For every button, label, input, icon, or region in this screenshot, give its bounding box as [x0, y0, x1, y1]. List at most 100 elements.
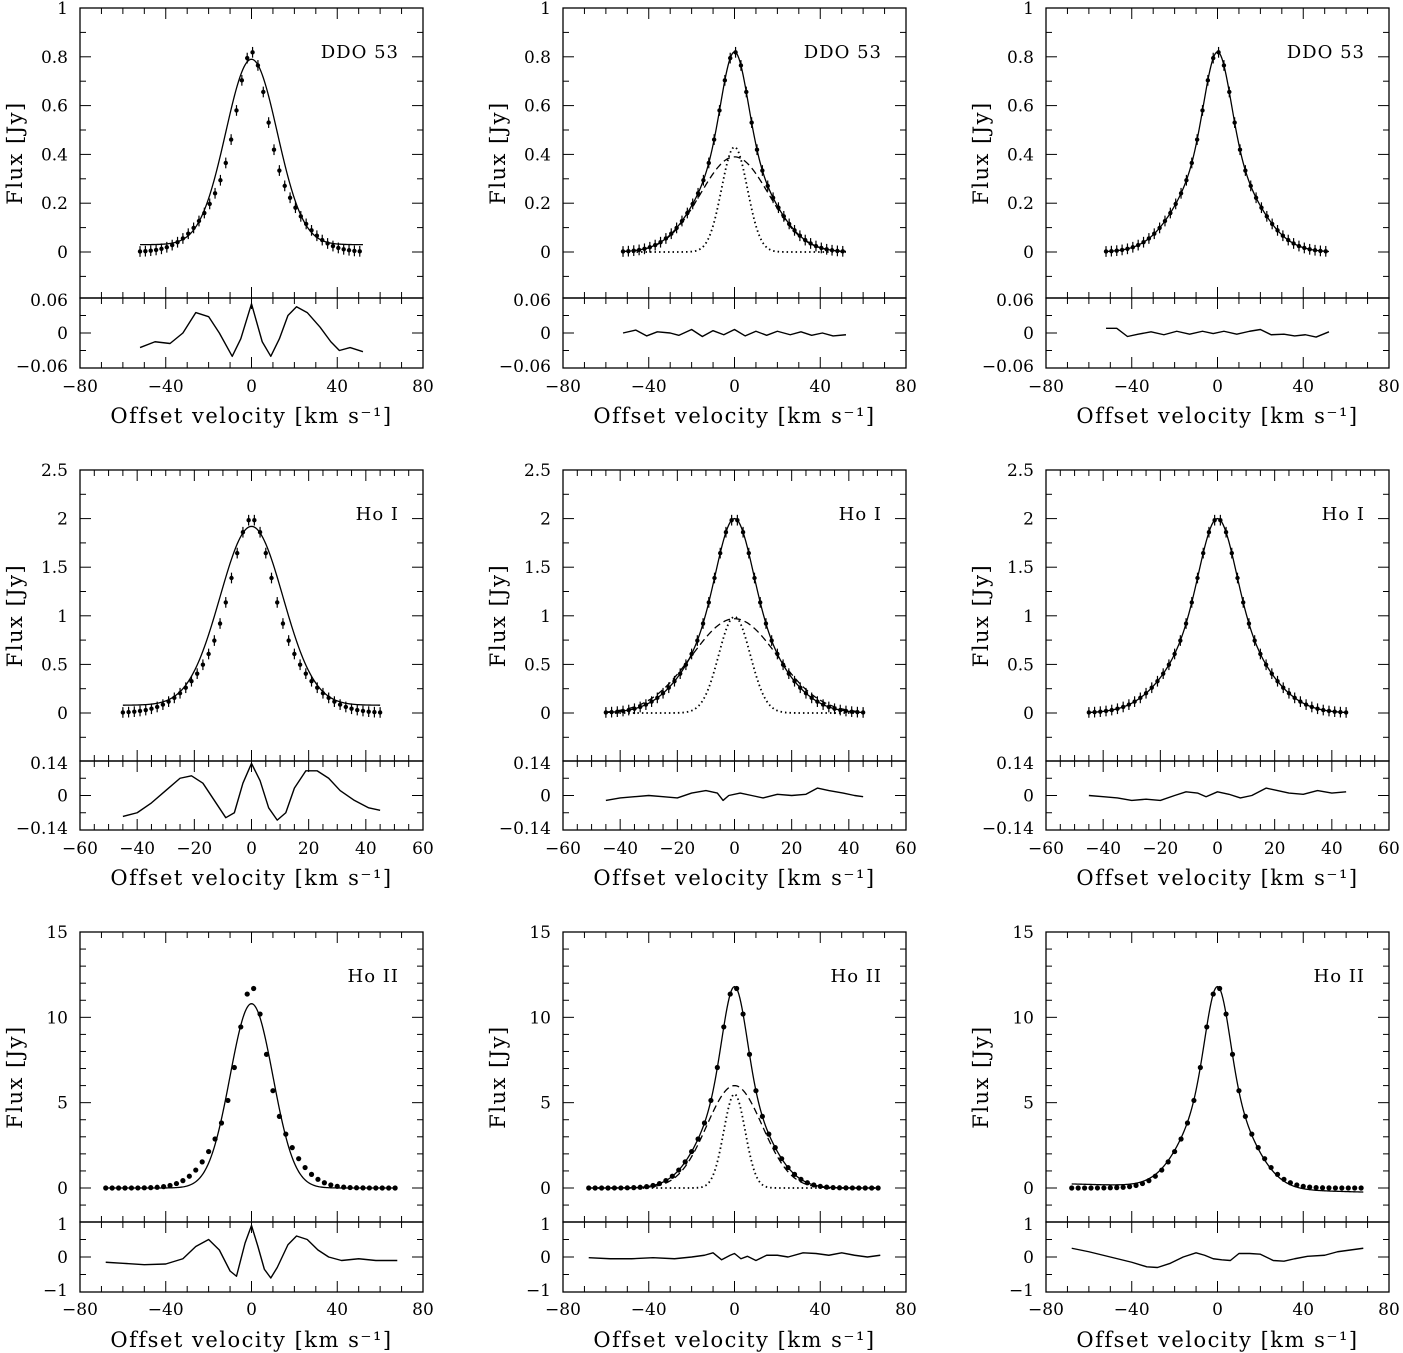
data-point: [786, 671, 792, 676]
data-point: [240, 530, 246, 535]
data-point: [325, 241, 330, 246]
data-point: [1162, 218, 1168, 224]
data-point: [1332, 709, 1337, 714]
data-point: [817, 1183, 823, 1189]
data-point: [652, 242, 658, 248]
data-point: [193, 1167, 199, 1173]
data-point: [1275, 679, 1280, 684]
residual-tick-label: 0: [1023, 324, 1034, 344]
data-point: [353, 1185, 360, 1191]
x-tick-label: 40: [326, 377, 348, 397]
data-point: [758, 600, 763, 605]
data-point: [766, 1131, 772, 1137]
x-tick-label: 60: [895, 839, 917, 859]
residual-tick-label: 0.06: [30, 291, 68, 311]
y-tick-label: 0.8: [524, 48, 551, 68]
data-point: [1313, 1184, 1319, 1191]
data-point: [1155, 679, 1160, 684]
data-point: [1133, 1182, 1139, 1189]
data-point: [656, 1180, 663, 1187]
data-point: [275, 600, 280, 605]
data-point: [372, 709, 377, 715]
data-point: [263, 1051, 270, 1057]
data-point: [355, 707, 360, 713]
data-point: [780, 662, 786, 667]
data-point: [643, 702, 649, 707]
data-point: [1165, 1159, 1171, 1165]
data-point: [636, 247, 642, 253]
panel-2: −80 −40 0 40 80 0 0.2 0.4 0.6 0.8 1 −0.06 0 0.06 Offse…: [486, 0, 917, 428]
data-point: [180, 1178, 186, 1184]
data-point: [1345, 1185, 1351, 1191]
x-tick-label: −40: [148, 1300, 184, 1320]
data-point: [346, 248, 352, 253]
data-point: [1309, 704, 1315, 710]
x-tick-label: 20: [1264, 839, 1286, 859]
x-tick-label: −20: [1142, 839, 1178, 859]
data-point: [682, 1159, 688, 1165]
data-point: [1178, 638, 1183, 643]
y-tick-label: 0: [540, 704, 551, 724]
data-point: [115, 1185, 122, 1191]
data-point: [206, 651, 211, 657]
data-point: [153, 247, 159, 253]
x-tick-label: 0: [246, 1300, 257, 1320]
data-point: [1223, 1011, 1229, 1017]
x-axis-title: Offset velocity [km s⁻¹]: [1076, 404, 1358, 428]
data-point: [676, 1167, 682, 1173]
data-point: [830, 1184, 836, 1191]
data-point: [690, 201, 695, 207]
data-point: [760, 168, 765, 173]
residual-tick-label: 0.06: [513, 291, 551, 311]
data-point: [143, 248, 148, 254]
data-point: [849, 1185, 856, 1191]
data-point: [137, 249, 143, 254]
data-point: [631, 248, 636, 253]
data-point: [1157, 225, 1162, 231]
x-axis-title: Offset velocity [km s⁻¹]: [593, 1328, 875, 1352]
y-tick-label: 1: [1023, 0, 1034, 19]
y-tick-label: 0: [540, 243, 551, 263]
double-gaussian-fit-line: [588, 985, 881, 1189]
data-point: [843, 1185, 849, 1191]
gauss-hermite-fit-line: [1088, 517, 1347, 714]
data-point: [1103, 708, 1109, 714]
x-tick-label: −40: [602, 839, 638, 859]
galaxy-label: DDO 53: [321, 42, 399, 63]
data-point: [1307, 247, 1312, 252]
data-point: [341, 247, 346, 252]
data-point: [759, 1113, 765, 1120]
x-axis-title: Offset velocity [km s⁻¹]: [110, 866, 392, 890]
data-point: [250, 50, 255, 55]
data-point: [1321, 707, 1326, 713]
data-point: [1141, 240, 1146, 245]
data-point: [714, 1064, 720, 1071]
data-point: [1178, 191, 1184, 196]
data-point: [283, 1131, 289, 1137]
data-point: [379, 1185, 385, 1191]
data-point: [289, 1145, 295, 1151]
galaxy-label: Ho I: [1322, 504, 1365, 525]
y-tick-label: 1.5: [41, 558, 68, 578]
data-point: [303, 671, 309, 676]
data-point: [717, 108, 722, 113]
data-point: [729, 517, 734, 523]
data-point: [1120, 704, 1126, 710]
data-point: [1172, 651, 1177, 657]
data-point: [148, 248, 153, 253]
data-point: [309, 679, 314, 684]
x-tick-label: 40: [809, 1300, 831, 1320]
x-tick-label: 0: [1212, 377, 1223, 397]
data-point: [642, 246, 647, 252]
data-point: [366, 1185, 373, 1191]
data-point: [1189, 600, 1194, 605]
data-point: [166, 699, 171, 704]
x-tick-label: −60: [545, 839, 581, 859]
data-point: [1292, 695, 1297, 701]
x-tick-label: 80: [412, 1300, 434, 1320]
data-point: [722, 78, 728, 83]
data-point: [1138, 695, 1143, 701]
data-point: [1075, 1185, 1081, 1191]
data-point: [849, 709, 854, 714]
